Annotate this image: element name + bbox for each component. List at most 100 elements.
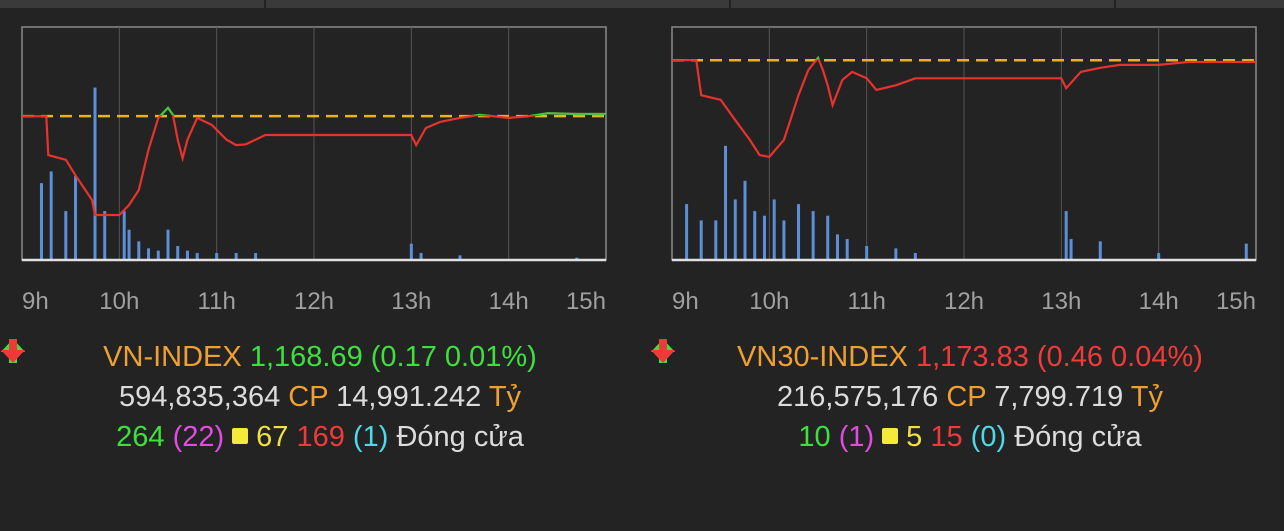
value-unit: Tỷ (488, 381, 522, 413)
volume-bar (147, 248, 151, 260)
trade-value: 14,991.242 (336, 381, 482, 413)
x-tick-label: 12h (944, 288, 984, 315)
price-line (22, 106, 606, 217)
volume-bar (1064, 211, 1068, 260)
advances: 10 (798, 421, 831, 453)
volume-bar (1157, 253, 1161, 260)
volume-bar (458, 255, 462, 260)
ceiling: (1) (838, 421, 875, 453)
x-tick-label: 14h (1139, 288, 1179, 315)
index-name: VN30-INDEX (737, 341, 908, 373)
summary-line: VN30-INDEX 1,173.83 (0.46 0.04%) (650, 337, 1284, 377)
chart-panel: 9h 10h 11h 12h 13h 14h 15h (21, 26, 607, 315)
x-tick-label: 14h (489, 288, 529, 315)
volume-bar (185, 250, 189, 260)
volume-bar (811, 211, 815, 260)
advances: 264 (116, 421, 165, 453)
index-change: (0.46 0.04%) (1036, 341, 1203, 373)
volume-unit: CP (288, 381, 329, 413)
x-tick-label: 13h (391, 288, 431, 315)
x-tick-label: 13h (1041, 288, 1081, 315)
volume-bar (234, 253, 238, 260)
x-tick-label: 9h (22, 288, 49, 315)
summary: VN-INDEX 1,168.69 (0.17 0.01%) 594,835,36… (0, 337, 640, 457)
volume-bar (1069, 239, 1073, 260)
volume-bar (762, 215, 766, 260)
volume-bar (743, 180, 747, 260)
value-unit: Tỷ (1130, 381, 1163, 413)
volume-bar (122, 211, 126, 260)
summary-line: 264 (22) 67 169 (1) Đóng cửa (0, 339, 640, 457)
price-line (672, 55, 1256, 159)
volume-unit: CP (946, 381, 987, 413)
volume-bar (93, 87, 97, 260)
x-tick-label: 10h (99, 288, 139, 315)
declines: 169 (296, 421, 345, 453)
summary-line: VN-INDEX 1,168.69 (0.17 0.01%) (0, 337, 640, 377)
status: Đóng cửa (1014, 421, 1142, 453)
volume-bar (137, 241, 141, 260)
x-tick-label: 11h (848, 288, 886, 315)
volume-bar (797, 204, 801, 260)
volume-bar (409, 243, 413, 260)
volume-bar (724, 145, 728, 260)
volume-bar (74, 176, 78, 260)
index-value: 1,168.69 (249, 341, 363, 373)
summary-line: 10 (1) 5 15 (0) Đóng cửa (650, 339, 1284, 457)
volume-bar (1244, 243, 1248, 260)
volume-bar (782, 220, 786, 260)
volume-bar (1098, 241, 1102, 260)
down-arrow (651, 339, 675, 363)
trade-value: 7,799.719 (994, 381, 1124, 413)
top-strip (0, 0, 1284, 8)
index-change: (0.17 0.01%) (370, 341, 537, 373)
unchanged: 5 (906, 421, 923, 453)
x-tick-label: 15h (1216, 288, 1256, 315)
x-tick-label: 9h (672, 288, 699, 315)
volume-bar (419, 253, 423, 260)
volume-bar (39, 183, 43, 260)
volume-bar (913, 253, 917, 260)
volume-bar (894, 248, 898, 260)
volume-bar (64, 211, 68, 260)
volume-bar (835, 234, 839, 260)
unchanged-icon (882, 428, 899, 444)
volume-bar (753, 211, 757, 260)
volume-bar (826, 215, 830, 260)
status: Đóng cửa (396, 421, 524, 453)
volume: 216,575,176 (777, 381, 939, 413)
volume-bar (166, 229, 170, 260)
volume-bar (772, 199, 776, 260)
x-tick-label: 11h (198, 288, 236, 315)
volume-bar (49, 171, 53, 260)
arrow-shape (1, 339, 25, 363)
floor: (1) (352, 421, 389, 453)
declines: 15 (930, 421, 963, 453)
volume-bar (699, 220, 703, 260)
volume-bar (215, 253, 219, 260)
volume-bar (845, 239, 849, 260)
volume-bar (685, 204, 689, 260)
volume-bar (865, 246, 869, 260)
unchanged-icon (232, 428, 249, 444)
summary-line: 216,575,176 CP 7,799.719 Tỷ (650, 377, 1284, 417)
down-arrow (1, 339, 25, 363)
volume-bar (733, 199, 737, 260)
unchanged: 67 (256, 421, 289, 453)
x-tick-label: 15h (566, 288, 606, 315)
volume-bar (195, 253, 199, 260)
volume-bar (156, 250, 160, 260)
chart-panel: 9h 10h 11h 12h 13h 14h 15h (671, 26, 1257, 315)
volume-bar (714, 220, 718, 260)
x-tick-label: 10h (749, 288, 789, 315)
floor: (0) (970, 421, 1007, 453)
arrow-shape (651, 339, 675, 363)
volume-bar (176, 246, 180, 260)
ceiling: (22) (172, 421, 225, 453)
volume-bar (254, 253, 258, 260)
volume-bar (103, 211, 107, 260)
x-tick-label: 12h (294, 288, 334, 315)
volume: 594,835,364 (118, 381, 281, 413)
